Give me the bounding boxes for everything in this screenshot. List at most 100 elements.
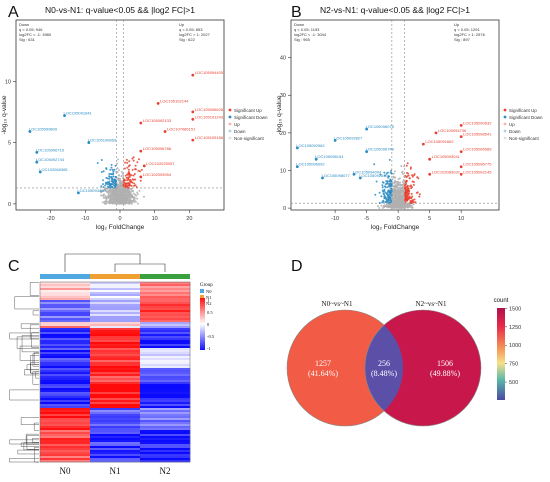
- up-summary-line: q < 0.05: 1291: [454, 27, 480, 32]
- point-nonsig: [135, 194, 138, 197]
- dendrogram-branch: [32, 353, 39, 367]
- point-nonsig: [143, 195, 145, 198]
- point-nonsig: [101, 201, 104, 204]
- heatmap-cell: [140, 380, 191, 383]
- point-nonsig: [115, 171, 118, 174]
- gene-label-down: LOC105092827: [334, 135, 363, 140]
- up-summary-line: Up: [454, 22, 460, 27]
- heatmap-cell: [140, 434, 191, 437]
- heatmap-cell: [140, 320, 191, 323]
- heatmap-cell: [90, 286, 141, 289]
- point-nonsig: [118, 187, 121, 190]
- legend-label: Non-significant: [234, 136, 265, 141]
- dendrogram-branch: [64, 253, 141, 272]
- point-sig-up: [125, 176, 128, 179]
- heatmap-cell: [90, 434, 141, 437]
- point-nonsig: [405, 205, 408, 208]
- heatmap-cell: [90, 430, 141, 433]
- point-nonsig: [121, 186, 124, 189]
- heatmap-cell: [40, 452, 91, 455]
- point-nonsig: [102, 189, 105, 192]
- heatmap-cell: [40, 340, 91, 343]
- point-nonsig: [390, 205, 393, 208]
- heatmap-cell: [40, 306, 91, 309]
- point-sig-down: [109, 168, 112, 171]
- point-nonsig: [377, 205, 379, 208]
- y-tick-label: 10: [5, 79, 11, 85]
- point-sig-down: [112, 181, 115, 183]
- heatmap-cell: [140, 310, 191, 313]
- gene-label-up: LOC105096589: [463, 147, 492, 152]
- point-sig-down: [113, 184, 115, 187]
- point-sig-down: [102, 183, 104, 186]
- legend-swatch-n1: [200, 295, 204, 299]
- point-nonsig: [118, 189, 121, 192]
- group-bar-n1: [90, 274, 140, 279]
- chart-title: N0-vs-N1: q-value<0.05 && |log2 FC|>1: [45, 5, 195, 15]
- point-sig-up: [131, 181, 134, 184]
- point-sig-down: [110, 183, 113, 186]
- gene-label-down: LOC105096715: [36, 147, 65, 152]
- heatmap-cell: [140, 396, 191, 399]
- point-sig-up: [123, 167, 126, 170]
- labeled-point-up: [428, 172, 432, 176]
- heatmap-cell: [140, 304, 191, 307]
- heatmap-cell: [90, 448, 141, 451]
- down-summary-line: Down: [19, 22, 29, 27]
- point-nonsig: [411, 206, 414, 209]
- heatmap-cell: [140, 418, 191, 421]
- heatmap-cell: [40, 370, 91, 373]
- point-sig-up: [404, 181, 407, 183]
- point-nonsig: [116, 162, 118, 165]
- point-nonsig: [393, 201, 396, 204]
- point-sig-up: [413, 198, 416, 201]
- x-tick-label: 0: [397, 216, 400, 222]
- point-nonsig: [400, 184, 403, 187]
- point-nonsig: [136, 197, 139, 200]
- x-tick-label: -10: [331, 216, 339, 222]
- heatmap-cell: [90, 312, 141, 315]
- point-sig-up: [126, 166, 129, 169]
- heatmap-cell: [140, 340, 191, 343]
- heatmap-cell: [140, 360, 191, 363]
- heatmap-cell: [140, 316, 191, 319]
- point-sig-up: [132, 156, 135, 159]
- point-sig-up: [406, 185, 409, 188]
- dendrogram-branch: [9, 389, 39, 401]
- point-nonsig: [100, 194, 103, 197]
- heatmap-cell: [90, 420, 141, 423]
- point-sig-up: [412, 181, 415, 183]
- point-nonsig: [113, 188, 116, 191]
- heatmap-cell: [40, 294, 91, 297]
- heatmap-cell: [40, 290, 91, 293]
- heatmap-colorbar: [200, 298, 205, 350]
- heatmap-cell: [90, 348, 141, 351]
- heatmap-cell: [90, 334, 141, 337]
- gene-label-down: LOC105096092: [296, 162, 325, 167]
- heatmap-cell: [140, 454, 191, 457]
- point-nonsig: [135, 201, 137, 203]
- heatmap-cell: [140, 308, 191, 311]
- gene-label-up: LOC105096786: [143, 146, 172, 151]
- point-nonsig: [402, 179, 405, 182]
- heatmap-cell: [40, 346, 91, 349]
- heatmap-cell: [140, 294, 191, 297]
- legend-group-label: N2: [206, 301, 212, 306]
- heatmap-cell: [140, 306, 191, 309]
- heatmap-cell: [40, 382, 91, 385]
- panel-letter-c: C: [8, 258, 20, 275]
- point-sig-up: [132, 159, 135, 162]
- heatmap-cell: [40, 400, 91, 403]
- dendrogram-branch: [14, 296, 39, 310]
- legend-label: Up: [234, 122, 240, 127]
- point-sig-down: [114, 179, 117, 182]
- point-nonsig: [395, 203, 398, 206]
- heatmap-cell: [40, 374, 91, 377]
- colorbar-tick-label: -0.5: [207, 334, 215, 339]
- heatmap-cell: [40, 422, 91, 425]
- heatmap-cell: [90, 370, 141, 373]
- point-sig-up: [125, 158, 128, 161]
- heatmap-cell: [90, 384, 141, 387]
- heatmap-cell: [140, 386, 191, 389]
- point-sig-up: [134, 164, 137, 167]
